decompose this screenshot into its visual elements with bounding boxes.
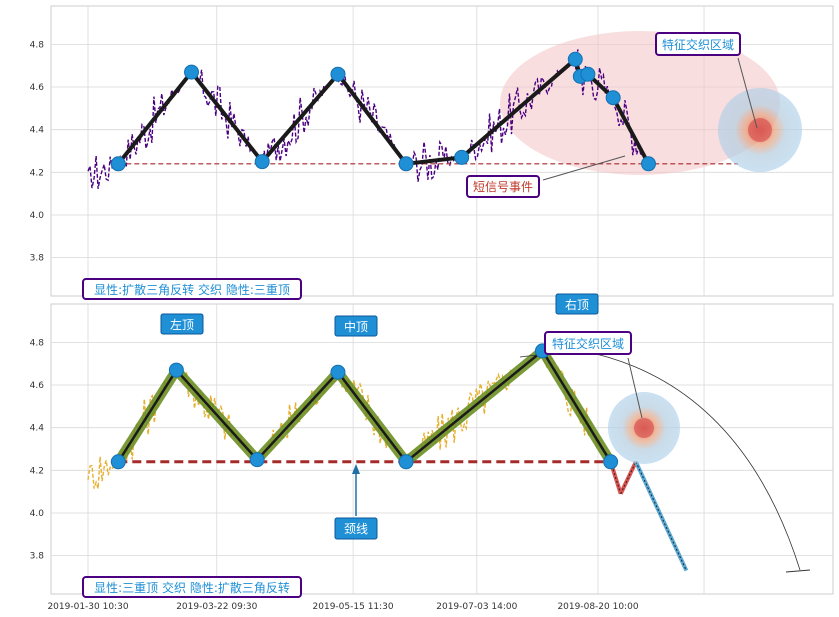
y-tick-label: 3.8 — [30, 552, 45, 562]
bottom-y-axis: 4.8 4.6 4.4 4.2 4.0 3.8 — [30, 338, 45, 561]
x-tick-label: 2019-01-30 10:30 — [47, 602, 128, 612]
top-feature-box — [655, 32, 741, 56]
pivot-point — [603, 454, 619, 470]
x-tick-label: 2019-07-03 14:00 — [436, 602, 517, 612]
pivot-point — [567, 51, 583, 67]
pivot-point — [398, 454, 414, 470]
pivot-point — [640, 156, 656, 172]
y-tick-label: 4.0 — [30, 509, 45, 519]
bottom-gridlines — [51, 304, 833, 594]
top-legend-text: 显性:扩散三角反转 交织 隐性:三重顶 — [94, 282, 290, 297]
neckline-box — [334, 517, 378, 540]
pivot-point — [168, 362, 184, 378]
bottom-panel: 4.84.64.44.24.03.8 2019-01-30 10:30 2019-… — [30, 293, 834, 612]
pivot-point — [184, 64, 200, 80]
bottom-feature-box — [544, 331, 632, 355]
bottom-pivot-points — [110, 343, 619, 470]
pivot-point — [330, 364, 346, 380]
left-top-label: 左顶 — [170, 317, 194, 332]
top-pivot-points — [110, 51, 656, 172]
top-target-core — [748, 118, 772, 142]
projection-segment — [634, 460, 689, 572]
bottom-projection — [608, 460, 689, 572]
bottom-target-core — [634, 418, 654, 438]
bottom-legend-text: 显性:三重顶 交织 隐性:扩散三角反转 — [94, 580, 290, 595]
bottom-feature-arrow — [627, 357, 643, 419]
short-signal-arrow — [542, 155, 626, 181]
pivot-point — [330, 66, 346, 82]
y-tick-label: 4.6 — [30, 83, 45, 93]
y-tick-label: 4.0 — [30, 211, 45, 221]
top-feature-zone-ellipse — [500, 31, 780, 175]
bottom-feature-label: 特征交织区域 — [552, 336, 624, 351]
top-panel: 4.8 4.6 4.4 4.2 4.0 3.8 短信号事件 特征交织区域 显性:扩散三角反… — [30, 5, 834, 300]
projection-arc-tip — [785, 569, 811, 573]
projection-segment-dash — [620, 461, 637, 494]
neckline-arrowhead — [352, 464, 360, 474]
pivot-point — [110, 454, 126, 470]
y-tick-label: 4.2 — [30, 466, 44, 476]
short-signal-box — [466, 175, 540, 198]
left-top-box — [160, 313, 204, 335]
y-tick-label: 4.8 — [30, 40, 45, 50]
projection-arc — [519, 349, 801, 571]
top-feature-label: 特征交织区域 — [662, 37, 734, 52]
bottom-plot-frame — [50, 303, 834, 595]
neckline-label: 颈线 — [344, 522, 368, 536]
top-target-circle — [718, 88, 802, 172]
top-y-axis: 4.8 4.6 4.4 4.2 4.0 3.8 — [30, 40, 45, 263]
pivot-point — [580, 66, 596, 82]
y-tick-label: 4.8 — [30, 338, 45, 348]
y-tick-label: 4.4 — [30, 126, 45, 136]
x-axis: 2019-01-30 10:30 2019-03-22 09:30 2019-05-… — [47, 602, 638, 612]
pivot-point — [605, 90, 621, 106]
bottom-target-circle — [608, 392, 680, 464]
pivot-point — [110, 156, 126, 172]
short-signal-label: 短信号事件 — [473, 180, 533, 194]
x-tick-label: 2019-05-15 11:30 — [313, 602, 394, 612]
pivot-point — [254, 154, 270, 170]
mid-top-label: 中顶 — [344, 319, 368, 334]
y-tick-label: 4.2 — [30, 168, 44, 178]
y-tick-label: 4.6 — [30, 381, 45, 391]
top-feature-arrow — [737, 57, 758, 129]
mid-top-box — [334, 315, 378, 337]
y-tick-label: 3.8 — [30, 254, 45, 264]
top-legend-box — [82, 278, 302, 300]
pivot-point — [249, 452, 265, 468]
pivot-point — [454, 149, 470, 165]
bottom-legend-box — [82, 576, 302, 598]
right-top-label: 右顶 — [565, 297, 589, 312]
x-tick-label: 2019-03-22 09:30 — [176, 602, 257, 612]
x-tick-label: 2019-08-20 10:00 — [557, 602, 638, 612]
y-tick-label: 4.4 — [30, 424, 45, 434]
right-top-box — [555, 293, 599, 315]
pivot-point — [398, 156, 414, 172]
